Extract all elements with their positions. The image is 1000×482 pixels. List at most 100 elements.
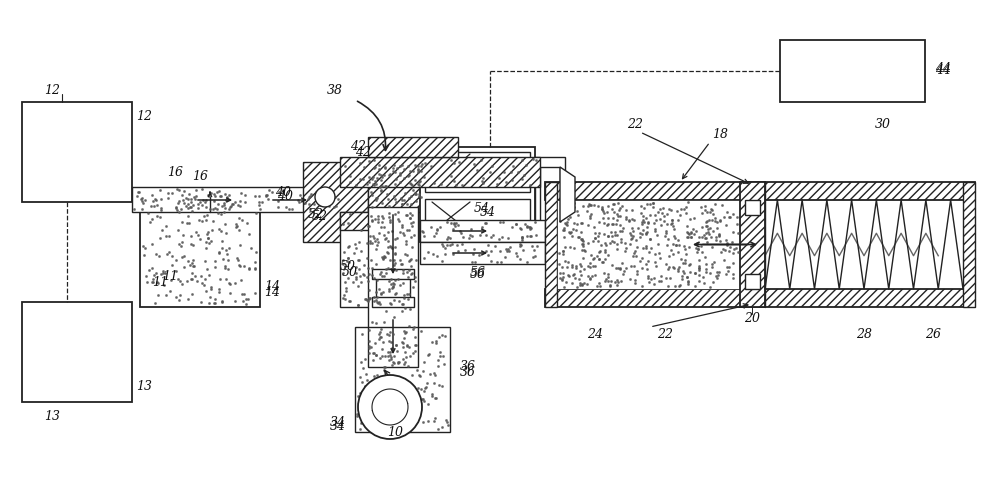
Point — [645, 199, 661, 207]
Point — [362, 294, 378, 301]
Point — [440, 233, 456, 241]
Point — [369, 236, 385, 243]
Point — [396, 292, 412, 299]
Point — [356, 163, 372, 171]
Point — [403, 255, 419, 263]
Point — [667, 234, 683, 242]
Point — [689, 239, 705, 246]
Point — [582, 263, 598, 270]
Bar — [745, 200, 760, 215]
Text: 22: 22 — [627, 118, 643, 131]
Point — [638, 241, 654, 249]
Point — [350, 256, 366, 264]
Point — [665, 223, 681, 230]
Point — [368, 194, 384, 202]
Point — [698, 222, 714, 229]
Point — [198, 197, 214, 204]
Point — [376, 363, 392, 371]
Point — [682, 268, 698, 276]
Point — [395, 343, 411, 351]
Point — [683, 233, 699, 241]
Point — [241, 265, 257, 273]
Point — [386, 359, 402, 367]
Point — [555, 273, 571, 281]
Point — [359, 180, 375, 187]
Bar — [745, 274, 760, 289]
Point — [555, 251, 571, 258]
Text: 50: 50 — [340, 260, 356, 273]
Point — [592, 247, 608, 255]
Point — [376, 319, 392, 326]
Point — [141, 266, 157, 274]
Point — [712, 216, 728, 224]
Point — [395, 269, 411, 277]
Point — [427, 414, 443, 422]
Point — [385, 168, 401, 175]
Point — [364, 271, 380, 279]
Point — [137, 245, 153, 253]
Point — [391, 297, 407, 305]
Bar — [376, 275, 410, 299]
Point — [575, 254, 591, 262]
Point — [361, 343, 377, 350]
Point — [642, 201, 658, 208]
Text: 26: 26 — [925, 327, 941, 340]
Point — [228, 223, 244, 231]
Point — [310, 196, 326, 204]
Point — [342, 172, 358, 179]
Point — [232, 202, 248, 210]
Point — [524, 242, 540, 250]
Point — [555, 269, 571, 277]
Point — [434, 258, 450, 266]
Point — [407, 348, 423, 355]
Point — [427, 372, 443, 379]
Point — [576, 247, 592, 254]
Circle shape — [315, 187, 335, 207]
Point — [618, 244, 634, 252]
Point — [719, 263, 735, 270]
Point — [185, 262, 201, 270]
Point — [426, 232, 442, 240]
Point — [600, 220, 616, 228]
Point — [377, 182, 393, 189]
Point — [424, 392, 440, 400]
Point — [719, 241, 735, 249]
Point — [328, 202, 344, 210]
Point — [434, 241, 450, 248]
Point — [673, 205, 689, 213]
Point — [378, 269, 394, 277]
Point — [698, 229, 714, 237]
Point — [361, 178, 377, 186]
Point — [365, 181, 381, 188]
Point — [379, 330, 395, 338]
Point — [184, 275, 200, 283]
Point — [346, 249, 362, 256]
Point — [374, 346, 390, 353]
Point — [366, 156, 382, 164]
Point — [337, 278, 353, 286]
Point — [512, 224, 528, 232]
Point — [184, 290, 200, 298]
Point — [158, 232, 174, 240]
Point — [451, 159, 467, 166]
Point — [361, 157, 377, 165]
Point — [214, 298, 230, 306]
Point — [397, 402, 413, 409]
Point — [377, 235, 393, 242]
Point — [598, 275, 614, 283]
Point — [190, 204, 206, 212]
Point — [643, 244, 659, 252]
Point — [638, 260, 654, 268]
Point — [575, 241, 591, 248]
Point — [394, 196, 410, 203]
Point — [638, 229, 654, 237]
Point — [665, 250, 681, 257]
Point — [359, 254, 375, 262]
Point — [379, 248, 395, 256]
Point — [402, 179, 418, 187]
Point — [382, 170, 398, 178]
Point — [551, 249, 567, 256]
Circle shape — [358, 375, 422, 439]
Point — [513, 241, 529, 249]
Point — [290, 196, 306, 204]
